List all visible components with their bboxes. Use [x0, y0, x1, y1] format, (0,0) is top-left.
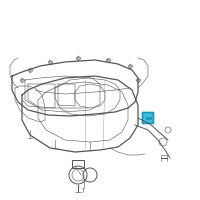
FancyBboxPatch shape — [142, 112, 154, 123]
